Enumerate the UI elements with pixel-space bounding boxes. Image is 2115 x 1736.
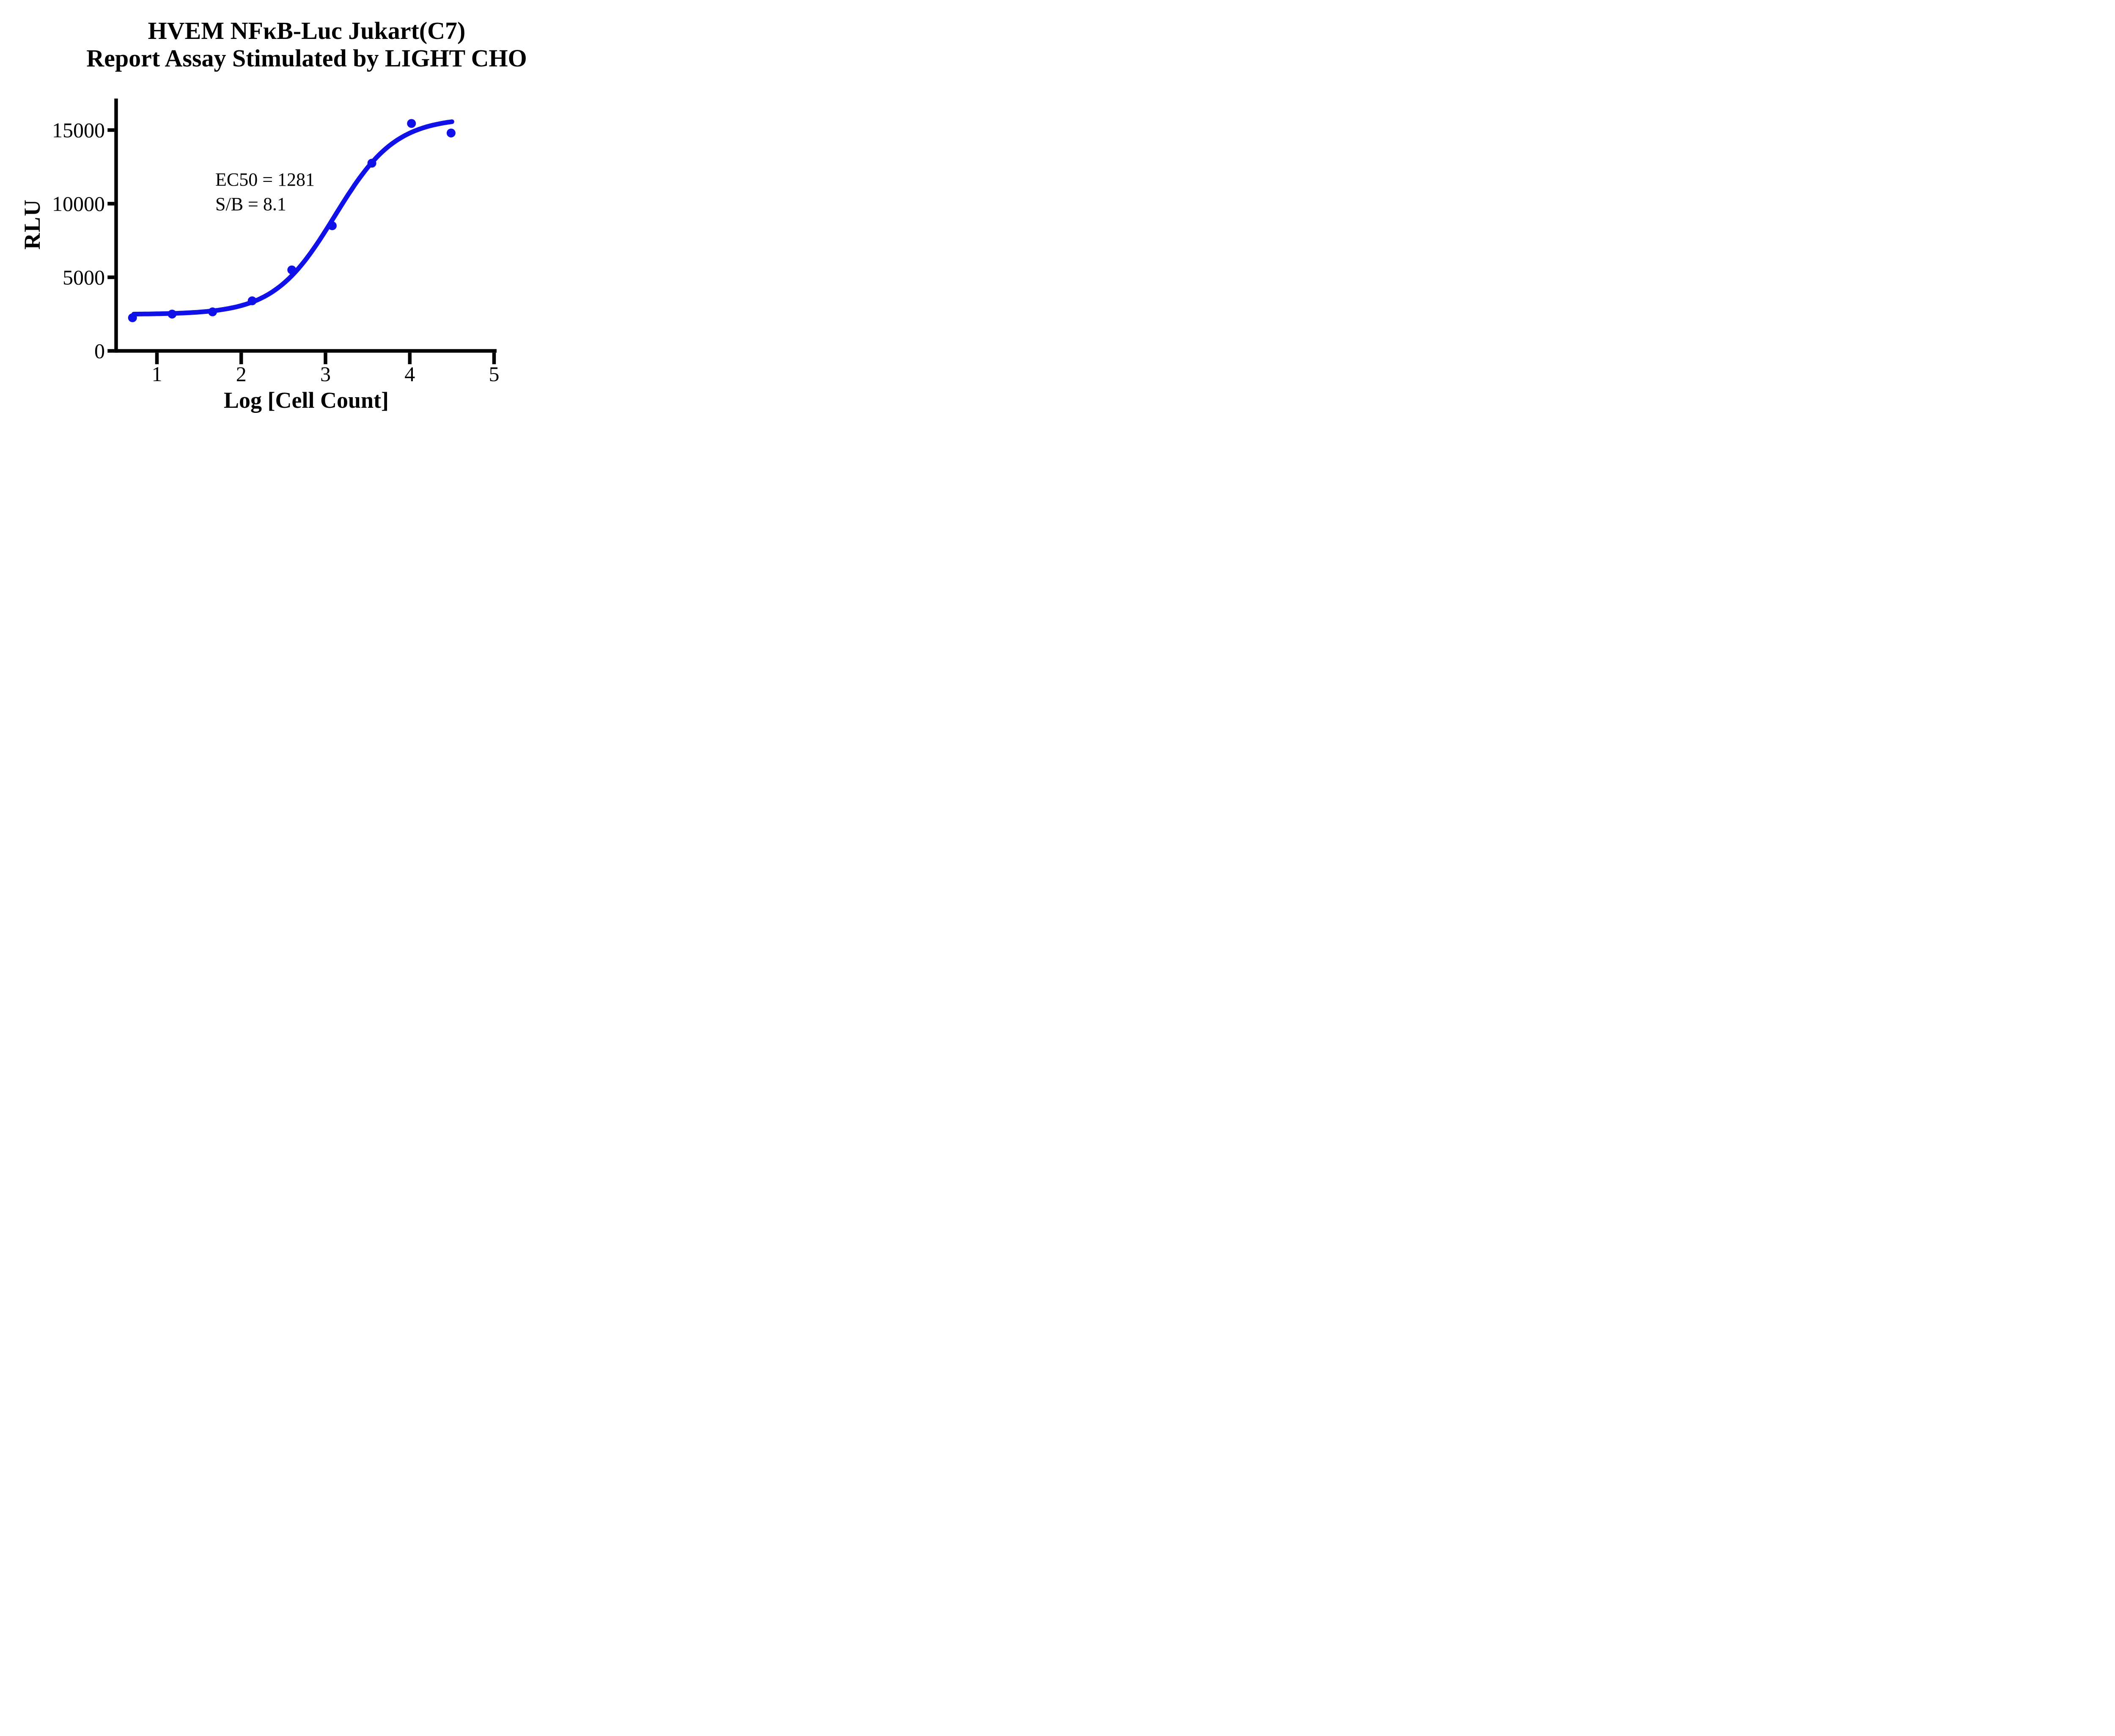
dose-response-plot: 1 2 3 4 5 0 5000 10000 15000 [52,99,500,386]
data-point-7 [367,159,376,168]
data-point-5 [287,265,297,275]
x-tick-label-4: 4 [404,362,415,386]
y-tick-label-10000: 10000 [52,192,105,216]
x-tick-label-1: 1 [152,362,162,386]
data-point-2 [168,310,177,319]
data-point-8 [407,119,416,128]
y-axis-label: RLU [19,198,45,250]
x-tick-label-2: 2 [236,362,247,386]
x-tick-label-3: 3 [320,362,331,386]
data-point-1 [128,313,137,322]
chart-title: HVEM NFκB-Luc Jukart(C7) Report Assay St… [63,17,550,72]
ec50-annotation: EC50 = 1281 [215,169,315,190]
data-point-3 [208,307,217,316]
chart-title-line2: Report Assay Stimulated by LIGHT CHO [86,44,527,72]
data-point-4 [247,296,257,305]
data-point-6 [327,221,337,231]
y-tick-label-5000: 5000 [63,266,105,289]
y-tick-label-0: 0 [94,339,105,363]
x-tick-label-5: 5 [489,362,500,386]
fit-annotation: EC50 = 1281 S/B = 8.1 [215,168,315,217]
fit-curve [130,119,454,320]
chart-figure: 1 2 3 4 5 0 5000 10000 15000 HVEM NFκB-Luc Jukar… [0,0,550,434]
x-axis-label: Log [Cell Count] [224,387,389,413]
y-tick-label-15000: 15000 [52,118,105,142]
signal-background-annotation: S/B = 8.1 [215,194,286,214]
data-point-9 [446,128,456,137]
chart-title-line1: HVEM NFκB-Luc Jukart(C7) [148,17,466,44]
